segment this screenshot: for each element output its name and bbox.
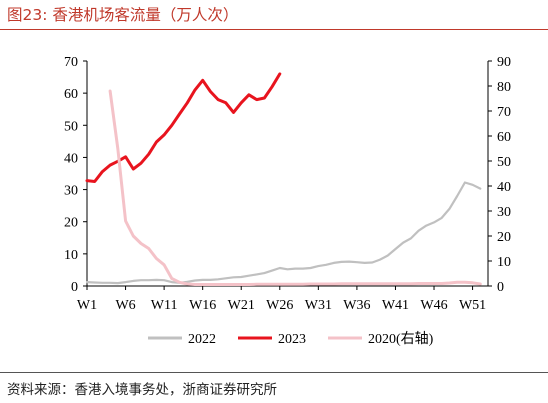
series-line-2022 (85, 181, 482, 285)
x-axis-tick-label: W41 (382, 298, 409, 313)
x-axis-tick-label: W26 (266, 298, 293, 313)
source-note: 资料来源：香港入境事务处，浙商证券研究所 (7, 382, 277, 398)
right-axis-tick-label: 60 (497, 130, 511, 145)
x-axis-tick-label: W51 (459, 298, 486, 313)
x-axis-tick-label: W36 (343, 298, 370, 313)
legend-label: 2022 (188, 332, 216, 347)
left-axis-tick-label: 70 (64, 55, 78, 70)
legend-label: 2020(右轴) (368, 331, 434, 347)
left-axis-tick-label: 30 (64, 184, 78, 199)
right-axis-tick-label: 80 (497, 80, 511, 95)
left-axis-tick-label: 50 (64, 119, 78, 134)
right-axis-tick-label: 50 (497, 155, 511, 170)
right-axis-tick-label: 40 (497, 180, 511, 195)
line-chart: 0 10 20 30 40 50 60 70 0 10 20 30 40 50 60 70 80 90 W1 W6 W1… (64, 55, 511, 347)
left-axis-tick-label: 0 (71, 280, 78, 295)
right-axis-tick-label: 90 (497, 55, 511, 70)
x-axis-tick-label: W6 (115, 298, 135, 313)
left-axis-tick-label: 60 (64, 87, 78, 102)
x-axis-tick-label: W21 (228, 298, 255, 313)
x-axis-tick-label: W46 (420, 298, 447, 313)
right-axis-tick-label: 0 (497, 280, 504, 295)
x-axis-tick-label: W16 (189, 298, 216, 313)
x-axis-tick-label: W1 (77, 298, 97, 313)
left-axis-tick-label: 20 (64, 216, 78, 231)
right-axis-tick-label: 70 (497, 105, 511, 120)
left-axis-tick-label: 40 (64, 151, 78, 166)
x-axis-tick-label: W31 (305, 298, 332, 313)
series-line-2020(右轴) (108, 89, 482, 286)
right-axis-tick-label: 20 (497, 230, 511, 245)
right-axis-tick-label: 10 (497, 255, 511, 270)
legend-label: 2023 (278, 332, 306, 347)
x-axis-tick-label: W11 (151, 298, 178, 313)
right-axis-tick-label: 30 (497, 205, 511, 220)
left-axis-tick-label: 10 (64, 248, 78, 263)
title-divider (0, 29, 548, 30)
footer-divider (0, 372, 548, 373)
chart-title: 图23: 香港机场客流量（万人次） (7, 6, 239, 24)
